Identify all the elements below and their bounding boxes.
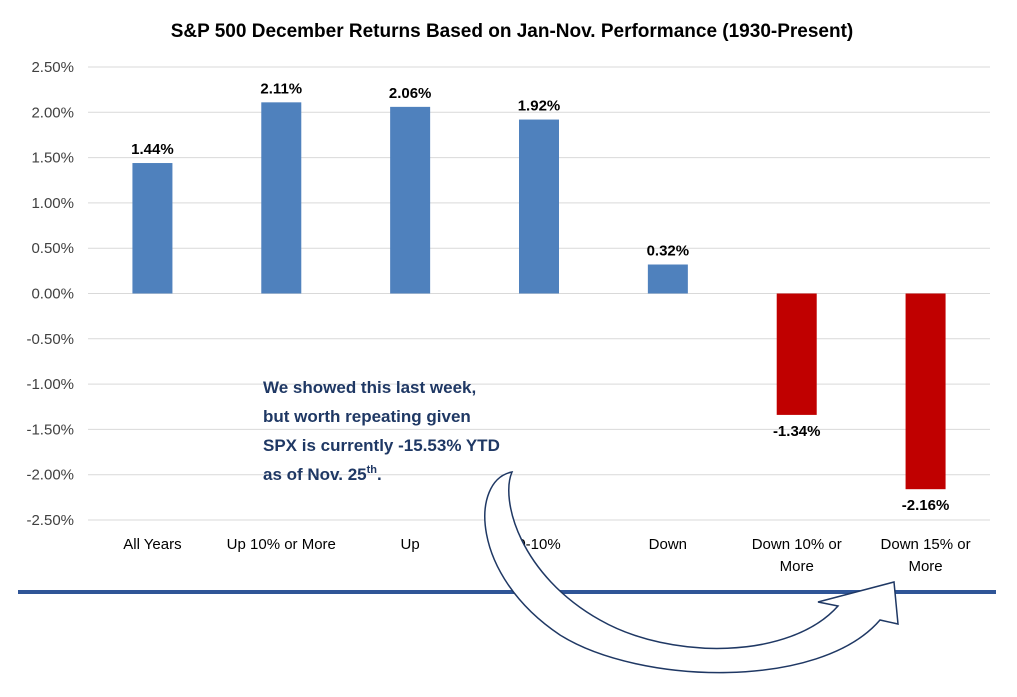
y-tick-label: 2.00% xyxy=(31,104,74,121)
annotation-line-3: SPX is currently -15.53% YTD xyxy=(263,436,500,455)
annotation-suffix: . xyxy=(377,465,382,484)
annotation-text: We showed this last week, but worth repe… xyxy=(263,378,500,484)
data-label: 2.06% xyxy=(389,85,432,102)
y-tick-label: -2.50% xyxy=(26,512,74,529)
annotation-superscript: th xyxy=(367,464,378,476)
x-tick-label-line: Down 10% or xyxy=(752,536,842,553)
data-label: 2.11% xyxy=(260,80,302,97)
y-tick-label: -0.50% xyxy=(26,331,74,348)
bar xyxy=(776,293,817,415)
annotation-line-1: We showed this last week, xyxy=(263,378,476,397)
y-tick-label: 0.00% xyxy=(31,286,74,303)
x-axis: All Years Up 10% or More Up 0-10% Down Down 1… xyxy=(123,536,970,575)
x-tick-label: 0-10% xyxy=(517,536,560,553)
data-label: -2.16% xyxy=(902,497,950,514)
bars xyxy=(132,102,946,490)
data-label: 1.92% xyxy=(518,98,561,115)
x-tick-label: Up 10% or More xyxy=(227,536,336,553)
y-tick-label: -2.00% xyxy=(26,467,74,484)
bar xyxy=(261,102,302,294)
data-label: 1.44% xyxy=(131,141,174,158)
x-tick-label-line: Down xyxy=(649,536,687,553)
bar xyxy=(390,106,431,294)
x-tick-label: All Years xyxy=(123,536,181,553)
annotation-line-4: as of Nov. 25th. xyxy=(263,464,382,484)
chart-title: S&P 500 December Returns Based on Jan-No… xyxy=(171,21,854,42)
x-tick-label: Down 15% or More xyxy=(881,536,971,575)
x-tick-label-line: Up 10% or More xyxy=(227,536,336,553)
data-label: 0.32% xyxy=(647,243,690,260)
bar xyxy=(905,293,946,490)
x-tick-label: Up xyxy=(401,536,420,553)
x-tick-label-line: Down 15% or xyxy=(881,536,971,553)
y-tick-label: 2.50% xyxy=(31,59,74,76)
x-tick-label: Down xyxy=(649,536,687,553)
y-tick-label: 1.00% xyxy=(31,195,74,212)
y-tick-label: 0.50% xyxy=(31,240,74,257)
bar xyxy=(647,264,688,294)
x-tick-label-line: Up xyxy=(401,536,420,553)
annotation-line-2: but worth repeating given xyxy=(263,407,471,426)
bar xyxy=(519,119,559,294)
curved-arrow xyxy=(484,470,899,674)
x-tick-label-line: More xyxy=(908,558,942,575)
y-tick-label: -1.00% xyxy=(26,376,74,393)
y-tick-label: -1.50% xyxy=(26,421,74,438)
x-tick-label: Down 10% or More xyxy=(752,536,842,575)
x-tick-label-line: 0-10% xyxy=(517,536,560,553)
annotation-line-4-main: as of Nov. 25 xyxy=(263,465,367,484)
data-label: -1.34% xyxy=(773,423,821,440)
bar xyxy=(132,163,173,294)
y-axis: 2.50% 2.00% 1.50% 1.00% 0.50% 0.00% -0.50% -1.0… xyxy=(26,59,74,529)
y-tick-label: 1.50% xyxy=(31,150,74,167)
x-tick-label-line: All Years xyxy=(123,536,181,553)
x-tick-label-line: More xyxy=(780,558,814,575)
data-labels: 1.44% 2.11% 2.06% 1.92% 0.32% -1.34% -2.16% xyxy=(131,80,949,514)
